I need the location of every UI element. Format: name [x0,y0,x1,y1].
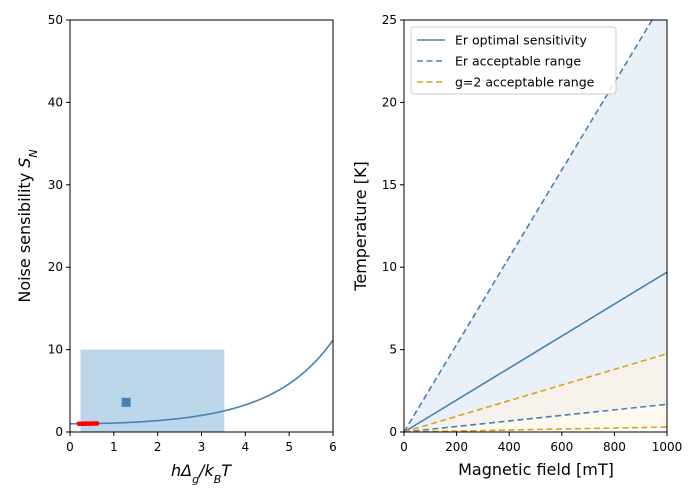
right-chart: 0 200 400 600 800 1000 0 5 10 15 20 25 Magnetic fi… [351,13,682,479]
left-x-axis-label: hΔg/kBT [171,461,232,486]
series-line-2 [404,403,667,432]
right-x-tick-label-1: 200 [445,440,468,454]
left-y-tick-label-5: 50 [48,13,63,27]
shaded-region [80,349,225,432]
right-y-tick-label-2: 10 [382,260,397,274]
right-x-tick-label-5: 1000 [652,440,683,454]
right-x-axis-label: Magnetic field [mT] [458,460,614,479]
left-chart: 0 1 2 3 4 5 6 0 10 20 30 40 50 hΔg/kBT Noise sensib… [15,13,337,486]
left-series [70,339,333,426]
fill-region-1 [404,353,667,432]
left-y-tick-label-1: 10 [48,343,63,357]
right-x-tick-label-3: 600 [550,440,573,454]
minimum-marker [121,397,131,407]
right-y-tick-label-1: 5 [389,343,397,357]
left-y-tick-label-0: 0 [55,425,63,439]
right-y-tick-label-0: 0 [389,425,397,439]
left-y-tick-label-3: 30 [48,178,63,192]
minimum-marker-group [121,397,131,407]
legend-label-0: Er optimal sensitivity [455,33,588,48]
right-x-tick-label-0: 0 [400,440,408,454]
fill-region-0 [404,20,667,432]
right-x-tick-label-2: 400 [498,440,521,454]
legend-label-1: Er acceptable range [455,54,581,69]
left-x-tick-label-6: 6 [329,440,337,454]
right-x-ticks: 0 200 400 600 800 1000 [400,432,682,454]
series-line-3 [404,352,667,432]
right-series [404,20,667,432]
left-y-tick-label-4: 40 [48,95,63,109]
right-y-tick-label-3: 15 [382,178,397,192]
left-y-ticks: 0 10 20 30 40 50 [48,13,70,439]
acceptable-region-box [80,349,225,432]
left-x-tick-label-3: 3 [198,440,206,454]
left-x-tick-label-0: 0 [66,440,74,454]
right-y-axis-label: Temperature [K] [351,161,370,291]
right-x-tick-label-4: 800 [603,440,626,454]
left-x-ticks: 0 1 2 3 4 5 6 [66,432,337,454]
sensitivity-curve [70,339,333,425]
right-y-ticks: 0 5 10 15 20 25 [382,13,404,439]
fill-regions [404,20,667,432]
left-x-tick-label-4: 4 [242,440,250,454]
right-y-tick-label-4: 20 [382,95,397,109]
left-x-tick-label-1: 1 [110,440,118,454]
right-y-tick-label-5: 25 [382,13,397,27]
left-y-tick-label-2: 20 [48,260,63,274]
legend-label-2: g=2 acceptable range [455,75,595,90]
legend-box [410,26,617,95]
left-y-axis-label: Noise sensibility SN [15,149,40,302]
legend: Er optimal sensitivity Er acceptable rang… [410,26,617,95]
series-line-4 [404,426,667,432]
left-x-tick-label-5: 5 [285,440,293,454]
left-x-tick-label-2: 2 [154,440,162,454]
right-axes-frame [403,19,668,433]
series-line-0 [404,271,667,432]
